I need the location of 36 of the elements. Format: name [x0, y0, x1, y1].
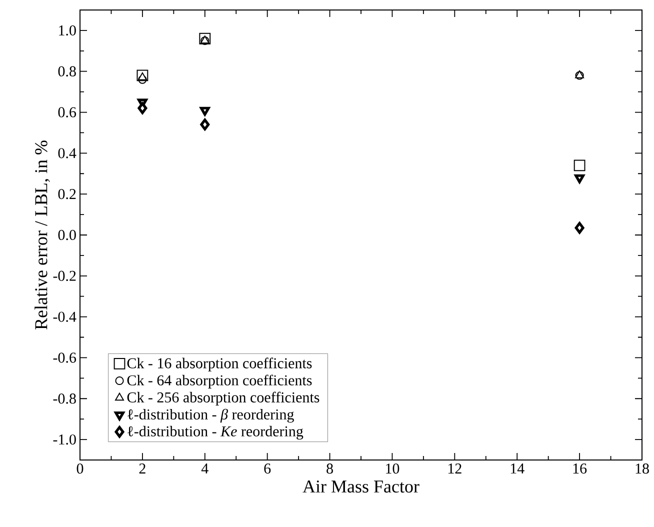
- y-tick-label: -1.0: [53, 434, 76, 445]
- point: [200, 106, 210, 116]
- legend-label: ℓ-distribution - Ke reordering: [128, 426, 304, 440]
- x-tick-label: 6: [264, 464, 271, 474]
- x-tick-label: 12: [448, 464, 462, 474]
- point: [574, 160, 586, 172]
- y-axis-title: Relative error / LBL, in %: [34, 140, 50, 330]
- y-tick-label: -0.4: [53, 312, 76, 322]
- y-tick-label: 0.0: [58, 230, 76, 240]
- x-tick-label: 10: [386, 464, 400, 474]
- legend-label: Ck - 64 absorption coefficients: [127, 374, 312, 388]
- y-tick-label: -0.8: [53, 394, 76, 404]
- x-tick-label: 18: [636, 464, 649, 474]
- legend-label: Ck - 256 absorption coefficients: [127, 392, 320, 406]
- y-tick-label: 0.4: [58, 148, 76, 158]
- point: [138, 102, 148, 114]
- point: [200, 118, 210, 130]
- x-tick-label: 16: [573, 464, 587, 474]
- y-tick-label: 0.8: [58, 66, 76, 76]
- point: [574, 174, 584, 184]
- x-tick-label: 4: [201, 464, 208, 474]
- y-tick-label: -0.6: [53, 352, 76, 363]
- point: [138, 72, 147, 80]
- x-tick-label: 8: [326, 464, 333, 474]
- y-tick-label: -0.2: [53, 270, 76, 281]
- x-tick-label: 14: [510, 464, 524, 474]
- point: [138, 75, 147, 84]
- y-tick-label: 0.6: [58, 107, 76, 118]
- y-tick-label: 0.2: [58, 188, 76, 200]
- legend-label: ℓ-distribution - β reordering: [128, 408, 294, 423]
- legend-label: Ck - 16 absorption coefficients: [127, 358, 312, 372]
- x-tick-label: 2: [139, 464, 146, 474]
- y-tick-label: 1.0: [59, 25, 76, 36]
- x-tick-label: 0: [76, 464, 84, 474]
- point: [574, 222, 584, 234]
- x-axis-title: Air Mass Factor: [302, 480, 420, 493]
